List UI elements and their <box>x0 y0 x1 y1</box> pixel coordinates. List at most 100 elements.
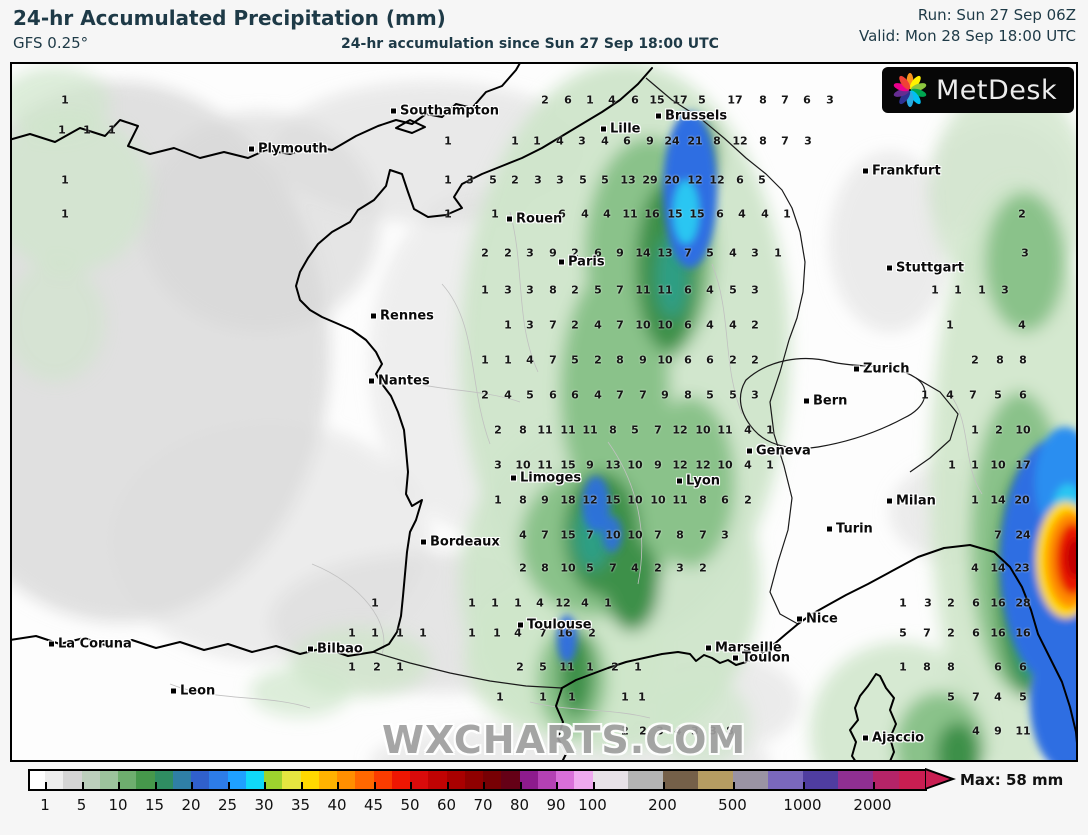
city-marker-icon <box>853 365 860 373</box>
city-label-turin: Turin <box>826 519 873 538</box>
precip-value: 8 <box>609 423 617 437</box>
precip-value: 8 <box>519 493 527 507</box>
legend-color-segment <box>732 771 768 789</box>
precip-value: 5 <box>899 626 907 640</box>
precip-value: 1 <box>419 626 427 640</box>
precip-value: 1 <box>61 173 69 187</box>
precip-value: 8 <box>726 724 734 738</box>
precip-value: 4 <box>706 318 714 332</box>
precip-value: 3 <box>709 724 717 738</box>
city-label-leon: Leon <box>170 681 215 700</box>
precip-value: 3 <box>578 134 586 148</box>
precip-value: 1 <box>766 458 774 472</box>
city-marker-icon <box>600 125 607 133</box>
precip-value: 2 <box>481 246 489 260</box>
precip-value: 10 <box>627 493 643 507</box>
precip-value: 17 <box>1015 458 1031 472</box>
precip-value: 1 <box>83 123 91 137</box>
city-label-plymouth: Plymouth <box>248 139 328 158</box>
precip-value: 12 <box>672 423 688 437</box>
precip-value: 7 <box>684 246 692 260</box>
precip-value: 4 <box>972 724 980 738</box>
city-marker-icon <box>390 107 397 115</box>
legend-tick <box>227 782 230 789</box>
precip-value: 2 <box>947 626 955 640</box>
precip-value: 1 <box>899 660 907 674</box>
precip-value: 1 <box>539 690 547 704</box>
precip-value: 5 <box>571 353 579 367</box>
legend-color-segment <box>136 771 155 789</box>
precip-value: 2 <box>744 493 752 507</box>
precip-value: 2 <box>621 724 629 738</box>
legend-color-segment <box>63 771 82 789</box>
precip-value: 4 <box>514 626 522 640</box>
precip-value: 12 <box>582 493 598 507</box>
city-marker-icon <box>732 654 739 662</box>
precip-value: 7 <box>923 626 931 640</box>
city-marker-icon <box>510 474 517 482</box>
precip-value: 2 <box>373 660 381 674</box>
precip-value: 6 <box>1019 660 1027 674</box>
precip-value: 11 <box>635 283 651 297</box>
legend-color-segment <box>318 771 337 789</box>
legend-tick-label: 30 <box>254 796 274 814</box>
precip-value: 5 <box>994 388 1002 402</box>
precip-value: 7 <box>639 388 647 402</box>
legend-color-segment <box>464 771 483 789</box>
precip-value: 4 <box>526 353 534 367</box>
precip-value: 16 <box>644 207 660 221</box>
precip-value: 8 <box>923 660 931 674</box>
precip-value: 2 <box>588 626 596 640</box>
precip-value: 8 <box>616 353 624 367</box>
precip-value: 13 <box>657 246 673 260</box>
precip-value: 5 <box>706 388 714 402</box>
precip-value: 8 <box>759 134 767 148</box>
precip-value: 2 <box>516 660 524 674</box>
legend-tick-label: 35 <box>290 796 311 814</box>
precip-value: 10 <box>605 528 621 542</box>
precip-value: 7 <box>781 134 789 148</box>
precip-value: 18 <box>560 493 576 507</box>
precip-value: 4 <box>674 724 682 738</box>
precip-value: 1 <box>371 596 379 610</box>
map-graphic <box>10 62 1078 762</box>
legend-color-segment <box>191 771 210 789</box>
city-name: Leon <box>180 683 216 699</box>
precip-value: 2 <box>541 93 549 107</box>
city-name: Marseille <box>715 640 782 656</box>
city-name: Bern <box>813 393 848 409</box>
precip-value: 8 <box>947 660 955 674</box>
city-marker-icon <box>746 447 753 455</box>
precip-value: 4 <box>536 596 544 610</box>
precip-value: 3 <box>556 173 564 187</box>
precip-value: 11 <box>582 423 598 437</box>
legend-tick-label: 2000 <box>853 796 892 814</box>
city-marker-icon <box>886 497 893 505</box>
legend-tick <box>300 782 303 789</box>
precip-value: 11 <box>1015 724 1031 738</box>
precip-value: 10 <box>717 458 733 472</box>
precip-value: 1 <box>946 318 954 332</box>
precip-value: 5 <box>579 173 587 187</box>
city-marker-icon <box>517 621 524 629</box>
precip-value: 8 <box>759 93 767 107</box>
legend-color-segment <box>501 771 520 789</box>
precip-value: 2 <box>1018 207 1026 221</box>
precip-value: 11 <box>537 458 553 472</box>
city-name: Stuttgart <box>896 260 964 276</box>
legend-tick-label: 50 <box>400 796 420 814</box>
city-name: Toulouse <box>527 617 592 633</box>
precip-value: 7 <box>616 318 624 332</box>
precip-value: 1 <box>481 283 489 297</box>
precip-value: 8 <box>699 493 707 507</box>
legend-color-segment <box>537 771 556 789</box>
blue-heavy-precip-blobs <box>557 112 1078 762</box>
precip-value: 3 <box>751 283 759 297</box>
precip-value: 1 <box>586 660 594 674</box>
precip-value: 21 <box>687 134 703 148</box>
legend-tick <box>592 782 595 789</box>
precip-value: 4 <box>761 207 769 221</box>
precip-value: 6 <box>594 246 602 260</box>
precip-value: 4 <box>504 388 512 402</box>
precip-value: 4 <box>994 690 1002 704</box>
